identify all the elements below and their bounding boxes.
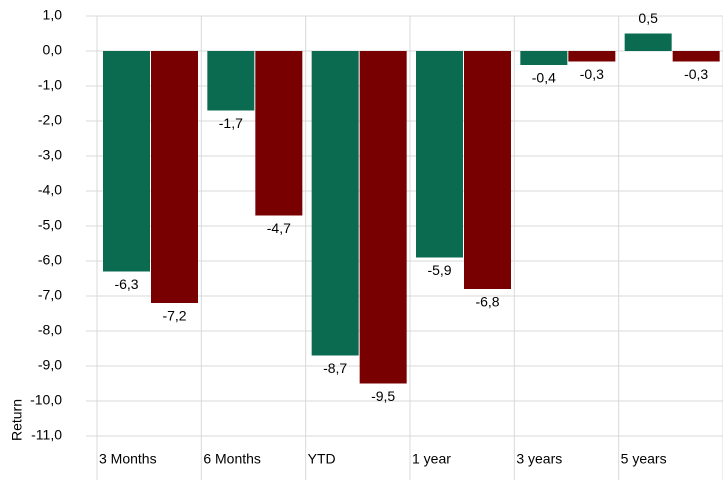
y-tick-label: -10,0 xyxy=(30,392,62,408)
bar xyxy=(359,51,407,384)
bar xyxy=(624,33,672,51)
value-label: -9,5 xyxy=(371,388,395,404)
bar xyxy=(103,51,150,272)
value-label: -0,4 xyxy=(532,70,556,86)
value-label: -6,8 xyxy=(475,294,499,310)
y-tick-label: 1,0 xyxy=(43,7,63,23)
value-label: -0,3 xyxy=(580,66,604,82)
bar xyxy=(416,51,463,258)
x-tick-label: YTD xyxy=(308,451,336,467)
y-tick-label: -3,0 xyxy=(38,147,62,163)
y-axis-title: Return xyxy=(9,399,25,441)
value-label: -0,3 xyxy=(684,66,708,82)
x-tick-label: 3 Months xyxy=(99,451,157,467)
x-tick-label: 1 year xyxy=(412,451,451,467)
y-tick-label: -9,0 xyxy=(38,357,62,373)
x-tick-label: 5 years xyxy=(621,451,667,467)
bar xyxy=(568,51,616,62)
bar xyxy=(311,51,359,356)
y-tick-label: -6,0 xyxy=(38,252,62,268)
value-label: -5,9 xyxy=(427,262,451,278)
bar xyxy=(151,51,198,303)
bar xyxy=(672,51,720,62)
value-label: -7,2 xyxy=(162,308,186,324)
y-tick-label: -2,0 xyxy=(38,112,62,128)
y-tick-label: -5,0 xyxy=(38,217,62,233)
y-tick-label: -4,0 xyxy=(38,182,62,198)
x-tick-label: 3 years xyxy=(516,451,562,467)
x-tick-label: 6 Months xyxy=(203,451,261,467)
bar xyxy=(207,51,255,111)
value-label: -4,7 xyxy=(267,220,291,236)
value-label: -6,3 xyxy=(114,276,138,292)
value-label: 0,5 xyxy=(638,10,658,26)
bar xyxy=(520,51,568,65)
y-tick-label: -11,0 xyxy=(31,427,62,443)
y-tick-label: 0,0 xyxy=(43,42,63,58)
y-tick-label: -7,0 xyxy=(38,287,62,303)
bar xyxy=(464,51,511,289)
y-tick-label: -8,0 xyxy=(38,322,62,338)
value-label: -8,7 xyxy=(323,360,347,376)
value-label: -1,7 xyxy=(219,115,243,131)
bar xyxy=(255,51,303,216)
y-tick-label: -1,0 xyxy=(38,77,62,93)
